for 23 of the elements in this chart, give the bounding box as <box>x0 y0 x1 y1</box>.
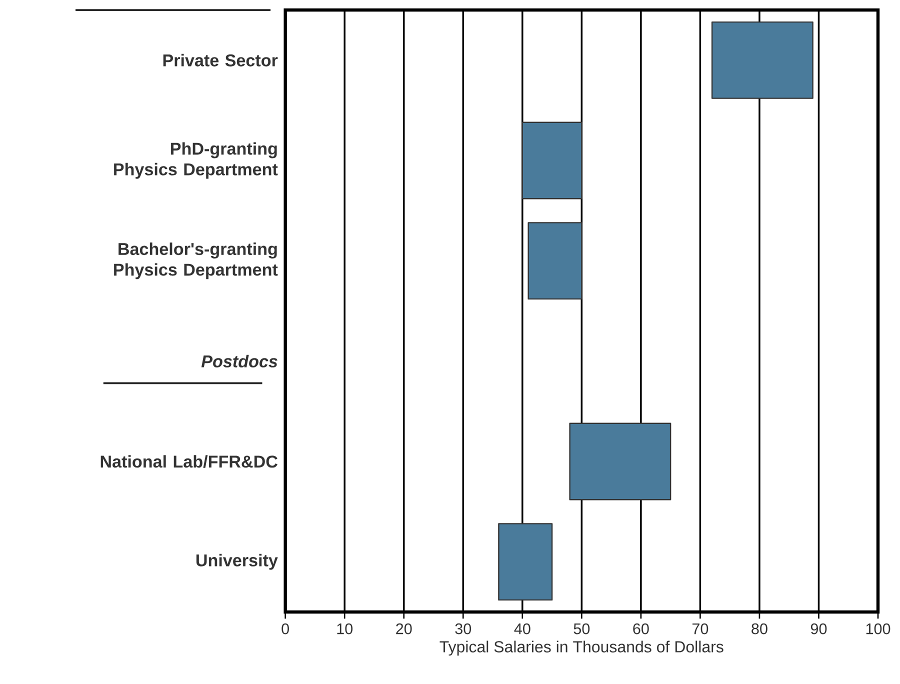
x-tick-label: 20 <box>396 623 412 634</box>
bar <box>569 422 672 500</box>
x-tick-label: 100 <box>866 623 890 634</box>
x-axis-title: Typical Salaries in Thousands of Dollars <box>440 640 724 656</box>
y-tick-label: National Lab/FFR&DC <box>100 455 278 468</box>
x-tick-label: 0 <box>282 623 289 634</box>
y-tick-label: Private Sector <box>163 54 278 66</box>
y-tick-label: Postdocs <box>201 354 278 368</box>
y-tick-label: PhD-granting Physics Department <box>114 142 278 179</box>
x-tick-label: 70 <box>692 623 708 634</box>
bar <box>528 222 582 300</box>
y-tick-label: University <box>196 554 278 570</box>
x-tick-label: 60 <box>633 623 649 634</box>
x-tick-label: 80 <box>752 623 768 634</box>
x-tick-label: 90 <box>810 623 827 634</box>
x-tick-label: 50 <box>574 623 590 634</box>
x-tick-label: 40 <box>514 623 530 634</box>
x-tick-label: 10 <box>337 623 353 634</box>
bar <box>498 523 553 601</box>
y-tick-label: Bachelor's-granting Physics Department <box>114 242 278 280</box>
x-tick-label: 30 <box>455 623 472 634</box>
bar <box>711 21 814 99</box>
bar <box>522 122 582 200</box>
